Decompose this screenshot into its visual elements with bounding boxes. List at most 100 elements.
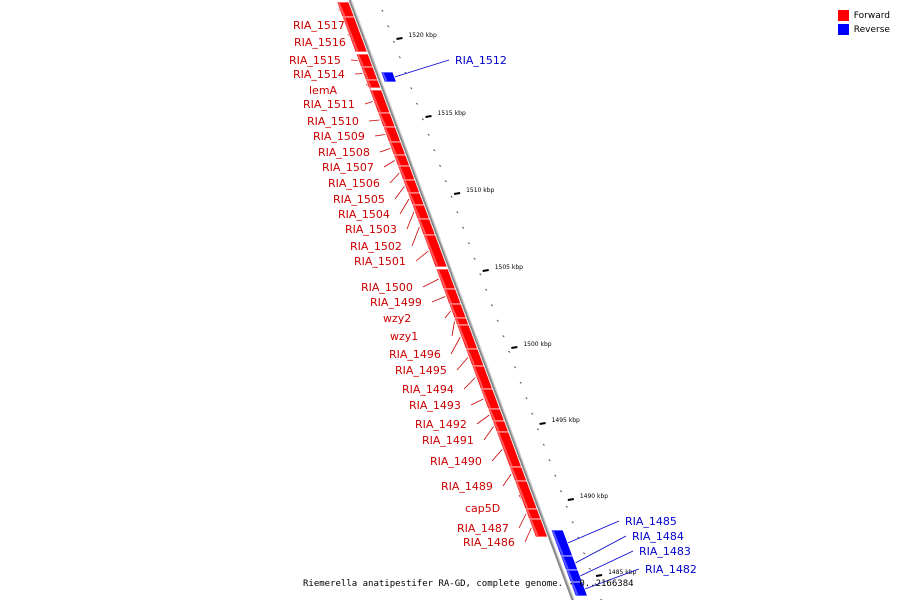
label-leader: [524, 527, 532, 543]
scale-tick: [511, 346, 518, 349]
gene-label[interactable]: RIA_1514: [293, 68, 345, 81]
minor-tick: [473, 257, 476, 260]
label-leader: [422, 278, 439, 288]
legend-item-forward[interactable]: Forward: [837, 10, 890, 21]
minor-tick: [519, 381, 522, 384]
gene-label[interactable]: RIA_1499: [370, 296, 422, 309]
minor-tick: [450, 195, 453, 198]
minor-tick: [502, 335, 505, 338]
gene-feature[interactable]: [365, 79, 382, 89]
gene-label[interactable]: RIA_1487: [457, 522, 509, 535]
minor-tick: [496, 319, 499, 322]
minor-tick: [571, 521, 574, 524]
gene-label[interactable]: RIA_1486: [463, 536, 515, 549]
gene-label[interactable]: RIA_1483: [639, 545, 691, 558]
label-leader: [476, 414, 490, 425]
gene-label[interactable]: lemA: [309, 84, 338, 97]
gene-label[interactable]: RIA_1482: [645, 563, 697, 576]
label-leader: [374, 134, 386, 137]
gene-label[interactable]: RIA_1492: [415, 418, 467, 431]
gene-shading: [394, 155, 401, 166]
gene-label[interactable]: RIA_1515: [289, 54, 341, 67]
gene-label[interactable]: RIA_1504: [338, 208, 390, 221]
scale-label: 1485 kbp: [608, 569, 636, 576]
scale-tick: [425, 115, 432, 118]
gene-label[interactable]: RIA_1503: [345, 223, 397, 236]
minor-tick: [485, 288, 488, 291]
gene-label[interactable]: RIA_1491: [422, 434, 474, 447]
gene-label[interactable]: RIA_1502: [350, 240, 402, 253]
gene-label[interactable]: RIA_1496: [389, 348, 441, 361]
forward-swatch: [837, 10, 849, 21]
gene-shading: [510, 467, 518, 481]
gene-label[interactable]: cap5D: [465, 502, 500, 515]
gene-label[interactable]: RIA_1485: [625, 515, 677, 528]
gene-shading: [424, 235, 439, 267]
gene-label[interactable]: RIA_1493: [409, 399, 461, 412]
gene-feature[interactable]: [528, 518, 549, 538]
minor-tick: [542, 443, 545, 446]
scale-label: 1520 kbp: [408, 32, 436, 39]
label-leader: [415, 250, 429, 262]
legend-label-reverse: Reverse: [853, 24, 890, 35]
minor-tick: [490, 304, 494, 307]
label-leader-lines: [338, 9, 640, 590]
gene-label[interactable]: wzy2: [383, 312, 411, 325]
minor-tick: [536, 428, 540, 431]
gene-label[interactable]: RIA_1501: [354, 255, 406, 268]
genome-caption: Riemerella anatipestifer RA-GD, complete…: [303, 579, 634, 589]
gene-label[interactable]: RIA_1489: [441, 480, 493, 493]
gene-shading: [384, 127, 392, 142]
gene-feature[interactable]: [422, 234, 448, 268]
gene-feature[interactable]: [569, 581, 589, 597]
gene-label[interactable]: RIA_1517: [293, 19, 345, 32]
label-leader: [354, 73, 363, 75]
gene-feature[interactable]: [341, 16, 368, 53]
scale-label: 1490 kbp: [580, 493, 608, 500]
gene-label[interactable]: RIA_1516: [294, 36, 346, 49]
label-leader: [399, 198, 410, 215]
gene-shading: [526, 509, 532, 519]
label-leader: [368, 119, 380, 122]
minor-tick: [427, 133, 430, 136]
scale-label: 1500 kbp: [523, 341, 551, 348]
scale-tick: [539, 422, 546, 425]
gene-label[interactable]: RIA_1506: [328, 177, 380, 190]
label-leader: [575, 535, 627, 564]
gene-label[interactable]: RIA_1484: [632, 530, 684, 543]
gene-label[interactable]: RIA_1490: [430, 455, 482, 468]
label-leader: [444, 310, 451, 319]
gene-label[interactable]: RIA_1509: [313, 130, 365, 143]
gene-label[interactable]: wzy1: [390, 330, 418, 343]
gene-label[interactable]: RIA_1511: [303, 98, 355, 111]
gene-shading: [529, 519, 539, 537]
minor-tick: [548, 459, 551, 462]
genome-backbone: [348, 0, 575, 600]
gene-labels: RIA_1517RIA_1516RIA_1515RIA_1514lemARIA_…: [289, 19, 697, 576]
gene-shading: [455, 318, 460, 325]
gene-label[interactable]: RIA_1510: [307, 115, 359, 128]
minor-tick: [433, 149, 436, 152]
gene-label[interactable]: RIA_1512: [455, 54, 507, 67]
scale-tick: [595, 574, 603, 577]
gene-feature[interactable]: [380, 71, 398, 83]
minor-tick: [381, 9, 384, 12]
gene-shading: [493, 421, 500, 432]
gene-label[interactable]: RIA_1507: [322, 161, 374, 174]
gene-shading: [481, 389, 491, 409]
gene-label[interactable]: RIA_1505: [333, 193, 385, 206]
minor-tick: [531, 412, 534, 415]
label-leader: [394, 186, 405, 200]
scale-tick: [396, 37, 403, 40]
gene-label[interactable]: RIA_1495: [395, 364, 447, 377]
scale-tick: [567, 498, 574, 501]
reverse-swatch: [837, 24, 849, 35]
legend-item-reverse[interactable]: Reverse: [837, 24, 890, 35]
gene-label[interactable]: RIA_1500: [361, 281, 413, 294]
scale-labels: 1520 kbp 1515 kbp 1510 kbp 1505 kbp 1500 kbp…: [396, 32, 637, 577]
gene-label[interactable]: RIA_1494: [402, 383, 454, 396]
label-leader: [383, 160, 395, 168]
gene-label[interactable]: RIA_1508: [318, 146, 370, 159]
label-leader: [411, 226, 420, 247]
